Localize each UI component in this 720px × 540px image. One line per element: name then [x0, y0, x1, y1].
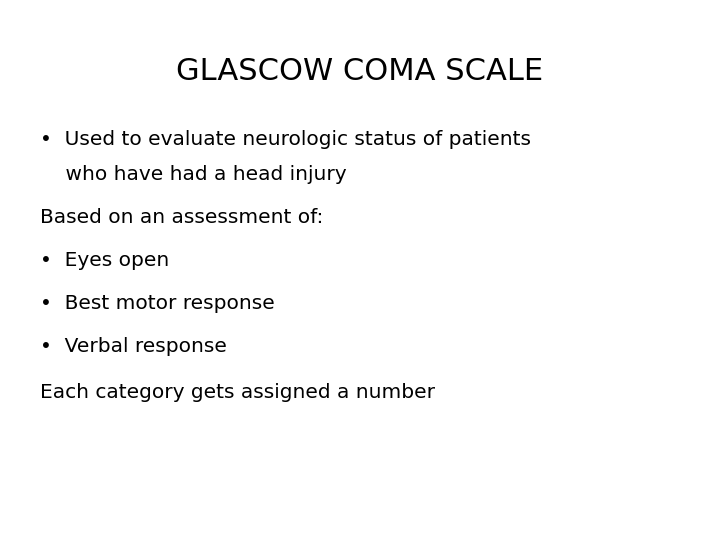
Text: •  Used to evaluate neurologic status of patients: • Used to evaluate neurologic status of … — [40, 130, 531, 148]
Text: Based on an assessment of:: Based on an assessment of: — [40, 208, 323, 227]
Text: •  Eyes open: • Eyes open — [40, 251, 169, 270]
Text: GLASCOW COMA SCALE: GLASCOW COMA SCALE — [176, 57, 544, 86]
Text: •  Verbal response: • Verbal response — [40, 338, 227, 356]
Text: •  Best motor response: • Best motor response — [40, 294, 274, 313]
Text: who have had a head injury: who have had a head injury — [40, 165, 346, 184]
Text: Each category gets assigned a number: Each category gets assigned a number — [40, 383, 435, 402]
